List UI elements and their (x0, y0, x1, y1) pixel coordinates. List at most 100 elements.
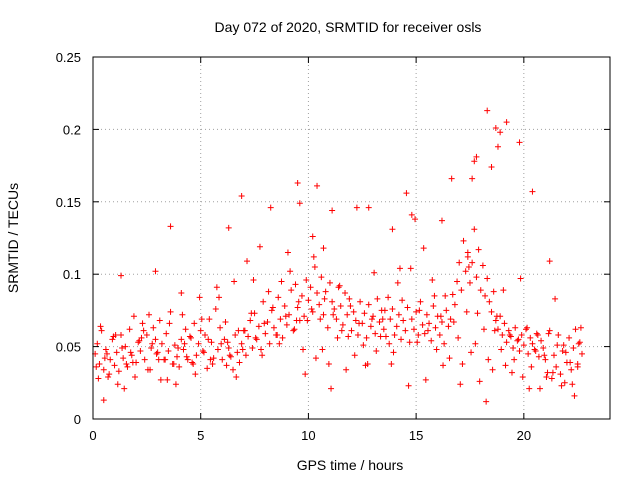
data-point (552, 295, 559, 302)
data-point (518, 332, 525, 339)
data-point (519, 374, 526, 381)
data-point (533, 330, 540, 337)
data-point (111, 362, 118, 369)
data-point (577, 324, 584, 331)
data-point (437, 313, 444, 320)
data-point (399, 297, 406, 304)
data-point (259, 352, 266, 359)
data-point (441, 340, 448, 347)
data-point (282, 313, 289, 320)
data-point (256, 243, 263, 250)
data-point (238, 340, 245, 347)
data-point (549, 369, 556, 376)
data-point (456, 259, 463, 266)
data-point (309, 308, 316, 315)
data-point (471, 226, 478, 233)
data-point (510, 345, 517, 352)
data-point (499, 332, 506, 339)
data-point (320, 311, 327, 318)
data-point (450, 318, 457, 325)
axis-tick-labels: 0 5 10 15 20 0 0.05 0.1 0.15 0.2 0.25 (56, 50, 531, 443)
data-point (372, 330, 379, 337)
data-point (189, 359, 196, 366)
data-point (127, 349, 134, 356)
data-point (486, 298, 493, 305)
data-point (296, 200, 303, 207)
data-point (464, 253, 471, 260)
data-point (274, 332, 281, 339)
data-point (333, 316, 340, 323)
data-point (250, 276, 257, 283)
data-point (492, 317, 499, 324)
data-point (406, 339, 413, 346)
data-point (445, 323, 452, 330)
data-point (230, 366, 237, 373)
data-point (252, 334, 259, 341)
data-point (270, 324, 277, 331)
data-point (260, 298, 267, 305)
data-point (436, 332, 443, 339)
data-point (225, 345, 232, 352)
data-point (290, 327, 297, 334)
data-point (469, 259, 476, 266)
data-point (465, 263, 472, 270)
data-point (559, 347, 566, 354)
y-tick-label: 0 (74, 412, 81, 427)
data-point (488, 164, 495, 171)
data-point (394, 279, 401, 286)
data-point (198, 316, 205, 323)
data-point (146, 311, 153, 318)
data-point (493, 313, 500, 320)
y-axis-label: SRMTID / TECUs (5, 183, 21, 293)
data-point (175, 345, 182, 352)
data-point (288, 287, 295, 294)
data-point (501, 320, 508, 327)
y-tick-label: 0.2 (63, 122, 81, 137)
data-point (455, 334, 462, 341)
data-point (283, 321, 290, 328)
data-point (368, 316, 375, 323)
data-point (528, 363, 535, 370)
data-point (140, 327, 147, 334)
data-point (278, 278, 285, 285)
data-point (269, 304, 276, 311)
data-point (292, 281, 299, 288)
data-point (167, 223, 174, 230)
data-point (284, 249, 291, 256)
data-point (532, 347, 539, 354)
data-point (213, 284, 220, 291)
data-point (447, 316, 454, 323)
data-point (503, 339, 510, 346)
x-tick-label: 5 (197, 428, 204, 443)
data-point (419, 321, 426, 328)
data-point (255, 323, 262, 330)
data-point (548, 375, 555, 382)
y-tick-label: 0.15 (56, 195, 81, 210)
data-point (525, 350, 532, 357)
data-point (264, 318, 271, 325)
data-point (522, 326, 529, 333)
data-point (128, 352, 135, 359)
data-point (152, 336, 159, 343)
data-point (520, 342, 527, 349)
data-point (309, 233, 316, 240)
data-point (303, 276, 310, 283)
data-point (339, 321, 346, 328)
data-point (454, 278, 461, 285)
data-point (244, 258, 251, 265)
data-point (316, 301, 323, 308)
data-point (463, 308, 470, 315)
data-point (469, 175, 476, 182)
data-point (574, 363, 581, 370)
data-point (167, 308, 174, 315)
data-point (494, 143, 501, 150)
data-point (390, 349, 397, 356)
data-point (483, 398, 490, 405)
data-point (126, 326, 133, 333)
data-point (431, 292, 438, 299)
data-point (526, 385, 533, 392)
data-point (314, 290, 321, 297)
data-point (279, 334, 286, 341)
data-point (405, 382, 412, 389)
x-tick-label: 10 (301, 428, 315, 443)
